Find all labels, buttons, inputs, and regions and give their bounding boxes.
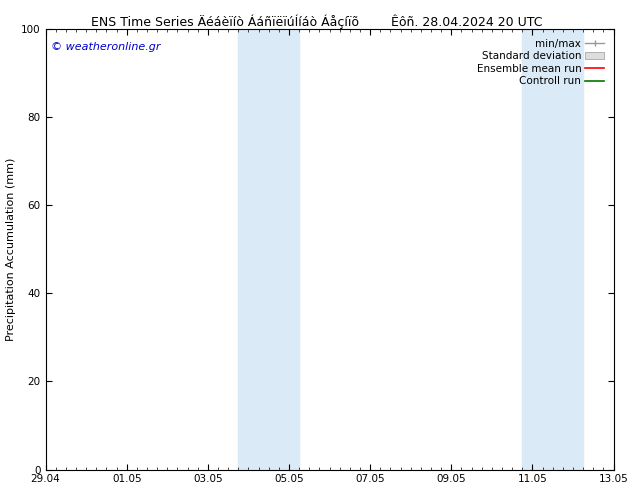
Text: © weatheronline.gr: © weatheronline.gr [51,42,161,52]
Bar [238,29,299,469]
Bar [522,29,583,469]
Text: ENS Time Series Äéáèïíò ÁáñïëïúÍíáò Áåçíïõ        Êôñ. 28.04.2024 20 UTC: ENS Time Series Äéáèïíò ÁáñïëïúÍíáò Áåçí… [91,15,543,29]
Y-axis label: Precipitation Accumulation (mm): Precipitation Accumulation (mm) [6,158,16,341]
Legend: min/max, Standard deviation, Ensemble mean run, Controll run: min/max, Standard deviation, Ensemble me… [472,34,609,91]
